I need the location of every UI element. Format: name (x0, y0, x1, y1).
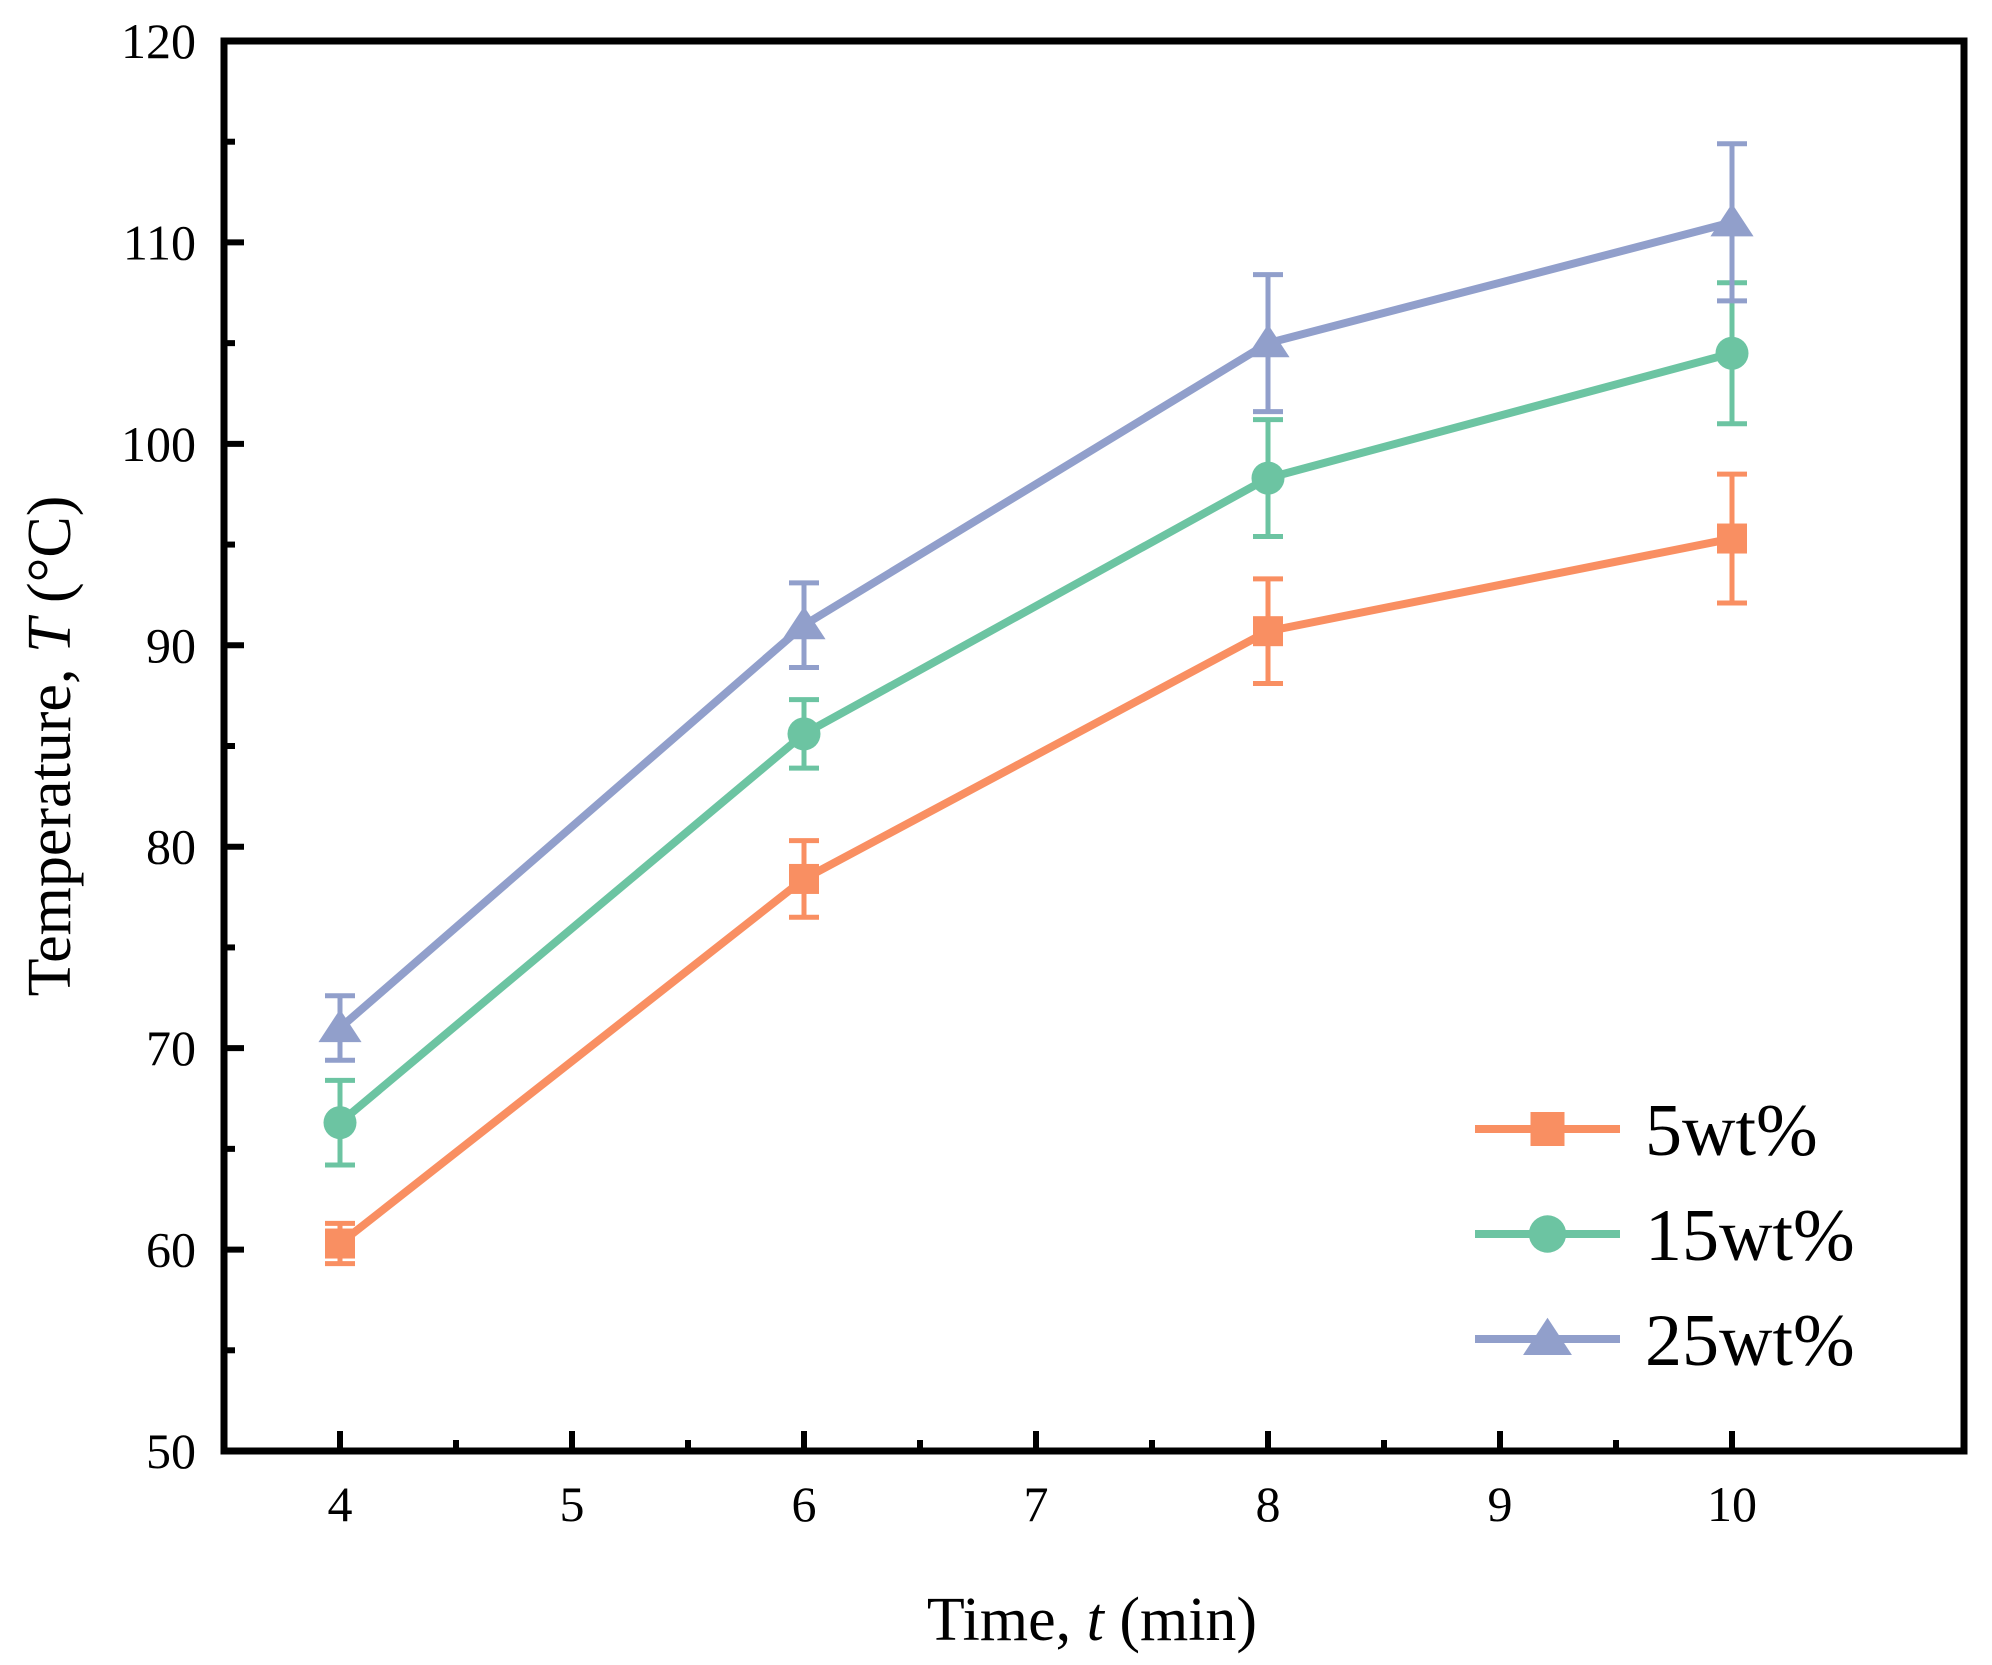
data-point (789, 863, 819, 894)
data-point (1710, 203, 1754, 237)
x-tick-label: 7 (1024, 1476, 1049, 1532)
y-tick-label: 50 (146, 1423, 196, 1479)
series-line (337, 218, 1734, 1032)
data-point (1715, 336, 1749, 370)
series-line (337, 534, 1733, 1247)
y-tick-label: 70 (146, 1020, 196, 1076)
x-tick-label: 8 (1256, 1476, 1281, 1532)
plot-frame (220, 37, 1968, 1455)
series-0 (325, 471, 1747, 1267)
y-tick-label: 100 (121, 416, 196, 472)
legend-label: 15wt% (1645, 1195, 1855, 1277)
x-tick-label: 10 (1707, 1476, 1757, 1532)
data-point (318, 1009, 362, 1043)
legend-item: 15wt% (1475, 1195, 1855, 1277)
x-tick-label: 4 (328, 1476, 353, 1532)
data-point (787, 717, 821, 751)
y-tick-label: 110 (123, 214, 196, 270)
data-point (1717, 523, 1747, 554)
x-tick-label: 6 (792, 1476, 817, 1532)
legend-marker (1530, 1112, 1565, 1146)
y-tick-label: 90 (146, 617, 196, 673)
x-tick-label: 5 (560, 1476, 585, 1532)
y-tick-label: 120 (121, 13, 196, 69)
series-2 (318, 141, 1754, 1063)
y-tick-label: 80 (146, 819, 196, 875)
legend-item: 25wt% (1475, 1300, 1855, 1382)
y-axis-title: Temperature, T (°C) (16, 496, 84, 997)
series-1 (323, 280, 1749, 1168)
legend-marker (1523, 1317, 1572, 1355)
legend-marker (1528, 1215, 1567, 1253)
data-point (782, 606, 826, 640)
series-layer (318, 141, 1754, 1267)
legend-item: 5wt% (1475, 1090, 1818, 1172)
y-tick-label: 60 (146, 1222, 196, 1278)
data-point (325, 1228, 355, 1259)
legend-label: 5wt% (1645, 1090, 1818, 1172)
legend: 5wt% 15wt% 25wt% (1475, 1090, 1855, 1382)
x-tick-label: 9 (1488, 1476, 1513, 1532)
legend-label: 25wt% (1645, 1300, 1855, 1382)
series-line (337, 349, 1734, 1126)
axis-ticks: 4 5 6 7 8 9 10 50 60 70 80 90 100 110 120 (121, 13, 1757, 1532)
x-axis-title: Time, t (min) (927, 1586, 1257, 1654)
data-point (1251, 461, 1285, 495)
data-point (1253, 616, 1283, 647)
data-point (323, 1106, 357, 1140)
data-point (1246, 324, 1290, 358)
